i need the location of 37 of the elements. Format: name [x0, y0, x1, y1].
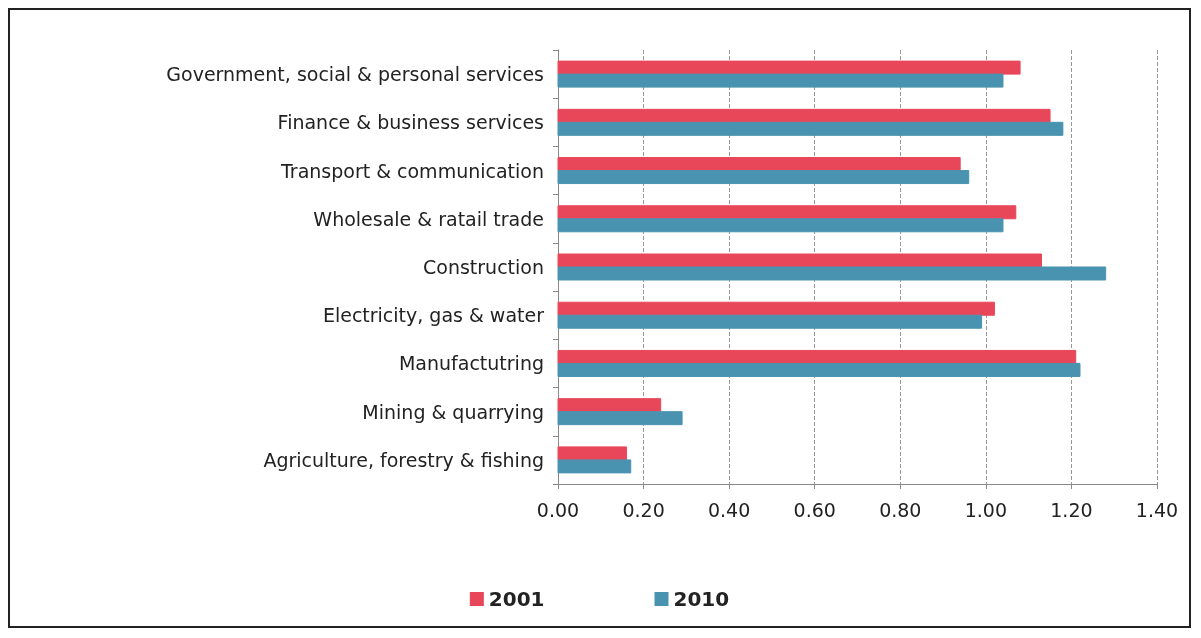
bar: [557, 121, 1064, 136]
y-tick-label: Mining & quarrying: [362, 400, 544, 423]
bar: [557, 73, 1004, 88]
x-tick-label: 1.00: [964, 498, 1008, 521]
bar: [557, 314, 983, 329]
y-tick-label: Construction: [423, 256, 544, 278]
x-tick-label: 1.40: [1135, 498, 1179, 521]
legend-label: 2001: [488, 587, 545, 611]
bar: [557, 170, 970, 185]
bar: [557, 301, 995, 316]
bar: [557, 411, 683, 426]
bar: [557, 108, 1051, 123]
x-tick-label: 0.40: [707, 498, 751, 521]
bar: [557, 218, 1004, 233]
bar: [557, 459, 632, 474]
bar: [557, 362, 1081, 377]
bar: [557, 398, 662, 413]
y-tick-label: Manufactutring: [398, 352, 544, 375]
bar: [557, 205, 1017, 220]
bar: [557, 349, 1077, 364]
y-tick-label: Agriculture, forestry & fishing: [263, 448, 544, 471]
x-tick-label: 0.60: [793, 498, 836, 521]
bar: [557, 157, 961, 172]
bar: [557, 446, 627, 461]
x-tick-label: 0.00: [536, 498, 580, 521]
y-tick-label: Wholesale & ratail trade: [313, 207, 544, 230]
x-tick-label: 0.20: [622, 498, 665, 521]
bar: [557, 266, 1107, 281]
y-tick-label: Electricity, gas & water: [322, 304, 545, 327]
bar: [557, 253, 1042, 268]
y-tick-label: Transport & communication: [280, 159, 544, 182]
x-tick-label: 0.80: [879, 498, 922, 521]
bar: [557, 60, 1021, 75]
y-tick-label: Finance & business services: [277, 111, 544, 134]
y-tick-label: Government, social & personal services: [166, 63, 544, 86]
legend-label: 2010: [673, 587, 730, 611]
x-tick-label: 1.20: [1050, 498, 1093, 521]
